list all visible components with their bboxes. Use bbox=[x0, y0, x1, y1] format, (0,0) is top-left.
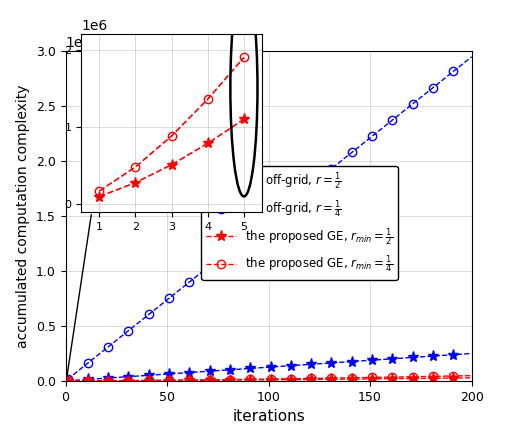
Line: 1D off-grid, $r = \frac{1}{2}$: 1D off-grid, $r = \frac{1}{2}$ bbox=[62, 348, 477, 386]
1D off-grid, $r = \frac{1}{4}$ bbox=[64, 377, 71, 382]
Line: the proposed GE, $r_{min} = \frac{1}{4}$: the proposed GE, $r_{min} = \frac{1}{4}$ bbox=[63, 372, 476, 385]
Line: 1D off-grid, $r = \frac{1}{4}$: 1D off-grid, $r = \frac{1}{4}$ bbox=[63, 53, 476, 383]
the proposed GE, $r_{min} = \frac{1}{4}$ bbox=[434, 374, 440, 379]
1D off-grid, $r = \frac{1}{4}$ bbox=[468, 54, 475, 59]
1D off-grid, $r = \frac{1}{2}$ bbox=[468, 351, 475, 356]
the proposed GE, $r_{min} = \frac{1}{4}$ bbox=[89, 378, 95, 383]
1D off-grid, $r = \frac{1}{2}$ bbox=[81, 377, 87, 382]
1D off-grid, $r = \frac{1}{2}$ bbox=[434, 353, 440, 358]
1D off-grid, $r = \frac{1}{2}$ bbox=[448, 352, 454, 357]
the proposed GE, $r_{min} = \frac{1}{4}$ bbox=[81, 378, 87, 383]
1D off-grid, $r = \frac{1}{2}$ bbox=[139, 373, 146, 378]
the proposed GE, $r_{min} = \frac{1}{4}$ bbox=[139, 378, 146, 383]
X-axis label: iterations: iterations bbox=[232, 409, 305, 424]
Y-axis label: accumulated computation complexity: accumulated computation complexity bbox=[16, 84, 30, 348]
the proposed GE, $r_{min} = \frac{1}{2}$ bbox=[448, 375, 454, 380]
the proposed GE, $r_{min} = \frac{1}{2}$ bbox=[81, 378, 87, 383]
1D off-grid, $r = \frac{1}{2}$ bbox=[172, 371, 178, 376]
1D off-grid, $r = \frac{1}{2}$ bbox=[89, 377, 95, 382]
the proposed GE, $r_{min} = \frac{1}{4}$ bbox=[172, 377, 178, 383]
the proposed GE, $r_{min} = \frac{1}{2}$ bbox=[139, 378, 146, 383]
the proposed GE, $r_{min} = \frac{1}{4}$ bbox=[448, 374, 454, 379]
the proposed GE, $r_{min} = \frac{1}{4}$ bbox=[64, 378, 71, 383]
1D off-grid, $r = \frac{1}{4}$ bbox=[81, 364, 87, 369]
1D off-grid, $r = \frac{1}{4}$ bbox=[172, 291, 178, 296]
Legend: 1D off-grid, $r = \frac{1}{2}$, 1D off-grid, $r = \frac{1}{4}$, the proposed GE,: 1D off-grid, $r = \frac{1}{2}$, 1D off-g… bbox=[201, 166, 398, 280]
the proposed GE, $r_{min} = \frac{1}{2}$ bbox=[172, 378, 178, 383]
the proposed GE, $r_{min} = \frac{1}{2}$ bbox=[89, 378, 95, 383]
Line: the proposed GE, $r_{min} = \frac{1}{2}$: the proposed GE, $r_{min} = \frac{1}{2}$ bbox=[62, 372, 477, 386]
1D off-grid, $r = \frac{1}{4}$ bbox=[89, 357, 95, 363]
1D off-grid, $r = \frac{1}{4}$ bbox=[139, 317, 146, 322]
1D off-grid, $r = \frac{1}{2}$ bbox=[64, 378, 71, 383]
the proposed GE, $r_{min} = \frac{1}{2}$ bbox=[64, 378, 71, 383]
the proposed GE, $r_{min} = \frac{1}{2}$ bbox=[434, 376, 440, 381]
the proposed GE, $r_{min} = \frac{1}{2}$ bbox=[468, 375, 475, 380]
1D off-grid, $r = \frac{1}{4}$ bbox=[434, 82, 440, 87]
the proposed GE, $r_{min} = \frac{1}{4}$ bbox=[468, 373, 475, 378]
1D off-grid, $r = \frac{1}{4}$ bbox=[448, 71, 454, 76]
